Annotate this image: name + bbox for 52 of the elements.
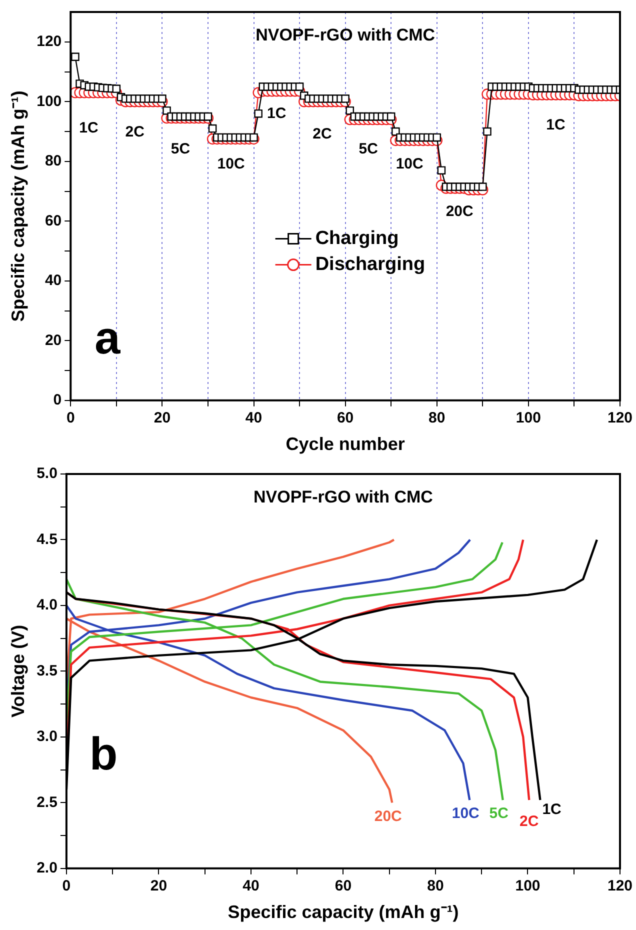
x-tick-label: 60 (334, 878, 352, 895)
x-axis-title: Specific capacity (mAh g⁻¹) (228, 902, 459, 922)
annotation: 1C (79, 120, 99, 137)
x-tick-label: 60 (336, 410, 354, 427)
y-tick-label: 0 (53, 392, 62, 409)
legend-label: Discharging (315, 254, 426, 276)
x-tick-label: 20 (150, 878, 168, 895)
x-axis-title: Cycle number (286, 434, 405, 454)
annotation: 10C (396, 155, 424, 172)
y-tick-label: 80 (44, 152, 62, 170)
x-tick-label: 0 (66, 410, 75, 427)
annotation: a (94, 311, 121, 364)
x-tick-label: 40 (242, 878, 260, 895)
annotation: 1C (546, 116, 566, 134)
annotation: 5C (358, 140, 378, 158)
annotation: 5C (170, 140, 190, 158)
y-tick-label: 2.5 (36, 794, 58, 811)
annotation: 1C (267, 104, 286, 122)
y-tick-label: 4.0 (36, 596, 58, 614)
x-tick-label: 80 (427, 878, 444, 895)
y-tick-label: 120 (36, 33, 62, 50)
series-label: 5C (489, 805, 509, 822)
series-label: 10C (452, 805, 480, 822)
y-tick-label: 3.0 (36, 728, 58, 746)
y-tick-label: 20 (44, 332, 62, 349)
x-tick-label: 100 (515, 878, 540, 895)
legend-label: Charging (315, 228, 399, 250)
y-tick-label: 4.5 (36, 530, 58, 548)
y-tick-label: 5.0 (36, 465, 58, 482)
x-tick-label: 20 (154, 410, 171, 427)
y-tick-label: 2.0 (36, 860, 58, 877)
annotation: 20C (446, 203, 474, 220)
annotation: 10C (217, 155, 245, 172)
annotation: 2C (125, 124, 145, 141)
x-tick-label: 120 (607, 878, 633, 895)
annotation: 2C (312, 125, 332, 142)
series-label: 2C (520, 813, 539, 830)
x-tick-label: 100 (516, 410, 541, 427)
text: NVOPF-rGO with CMC (256, 26, 436, 45)
x-tick-label: 40 (245, 410, 262, 427)
x-tick-label: 120 (607, 410, 633, 427)
series-label: 1C (542, 801, 562, 818)
y-tick-label: 100 (36, 92, 62, 110)
series-label: 20C (374, 808, 402, 825)
x-tick-label: 80 (428, 410, 446, 427)
y-tick-label: 40 (44, 272, 62, 290)
y-axis-title: Specific capacity (mAh g⁻¹) (8, 90, 28, 322)
text: NVOPF-rGO with CMC (254, 488, 433, 507)
y-tick-label: 60 (44, 212, 62, 230)
annotation: b (89, 727, 118, 780)
y-tick-label: 3.5 (36, 662, 58, 680)
y-axis-title: Voltage (V) (8, 624, 28, 718)
